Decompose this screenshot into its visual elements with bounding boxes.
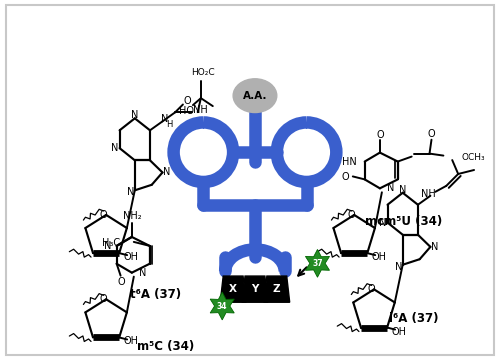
Text: N: N: [139, 268, 146, 278]
Text: O: O: [100, 210, 107, 220]
Text: OH: OH: [124, 337, 138, 346]
Text: N: N: [163, 167, 170, 177]
Text: mcm⁵U (34): mcm⁵U (34): [365, 215, 442, 228]
Text: HN: HN: [342, 157, 357, 167]
Text: N: N: [395, 262, 402, 272]
Text: OH: OH: [372, 252, 386, 262]
Ellipse shape: [233, 79, 277, 113]
Polygon shape: [220, 276, 246, 302]
Polygon shape: [210, 292, 234, 320]
Text: i⁶A (37): i⁶A (37): [389, 312, 438, 325]
Polygon shape: [242, 276, 268, 302]
Text: O: O: [376, 130, 384, 140]
Text: N: N: [387, 183, 394, 193]
Text: OCH₃: OCH₃: [462, 153, 485, 162]
Text: O: O: [341, 172, 348, 183]
Text: NH₂: NH₂: [122, 211, 141, 221]
Text: O: O: [367, 284, 375, 294]
Text: HO₂C: HO₂C: [191, 68, 214, 77]
Text: HO: HO: [180, 106, 194, 116]
Text: N: N: [131, 111, 138, 120]
Text: t⁶A (37): t⁶A (37): [130, 288, 182, 301]
Polygon shape: [306, 249, 330, 277]
Text: 37: 37: [312, 259, 323, 268]
Text: N: N: [111, 143, 118, 153]
Text: A.A.: A.A.: [242, 91, 267, 101]
Text: N: N: [161, 114, 168, 125]
Polygon shape: [264, 276, 289, 302]
Text: O: O: [183, 95, 190, 105]
Text: 34: 34: [217, 302, 228, 311]
Text: OH: OH: [392, 327, 406, 337]
Text: H₃C: H₃C: [102, 238, 120, 248]
Text: N: N: [430, 242, 438, 252]
Text: Y: Y: [252, 284, 258, 294]
Text: O: O: [118, 276, 126, 287]
Text: N: N: [379, 217, 386, 228]
Text: Z: Z: [273, 284, 280, 294]
Text: H: H: [166, 120, 172, 129]
Text: N: N: [127, 187, 134, 197]
Text: N: N: [399, 185, 406, 195]
Text: O: O: [428, 129, 436, 139]
Text: m⁵C (34): m⁵C (34): [137, 340, 194, 353]
Text: O: O: [348, 210, 355, 220]
Text: O: O: [100, 294, 107, 304]
Text: OH: OH: [124, 252, 138, 262]
Text: NH: NH: [421, 189, 436, 199]
Text: X: X: [229, 284, 237, 294]
Text: NH: NH: [192, 105, 208, 116]
Text: N: N: [104, 241, 112, 251]
